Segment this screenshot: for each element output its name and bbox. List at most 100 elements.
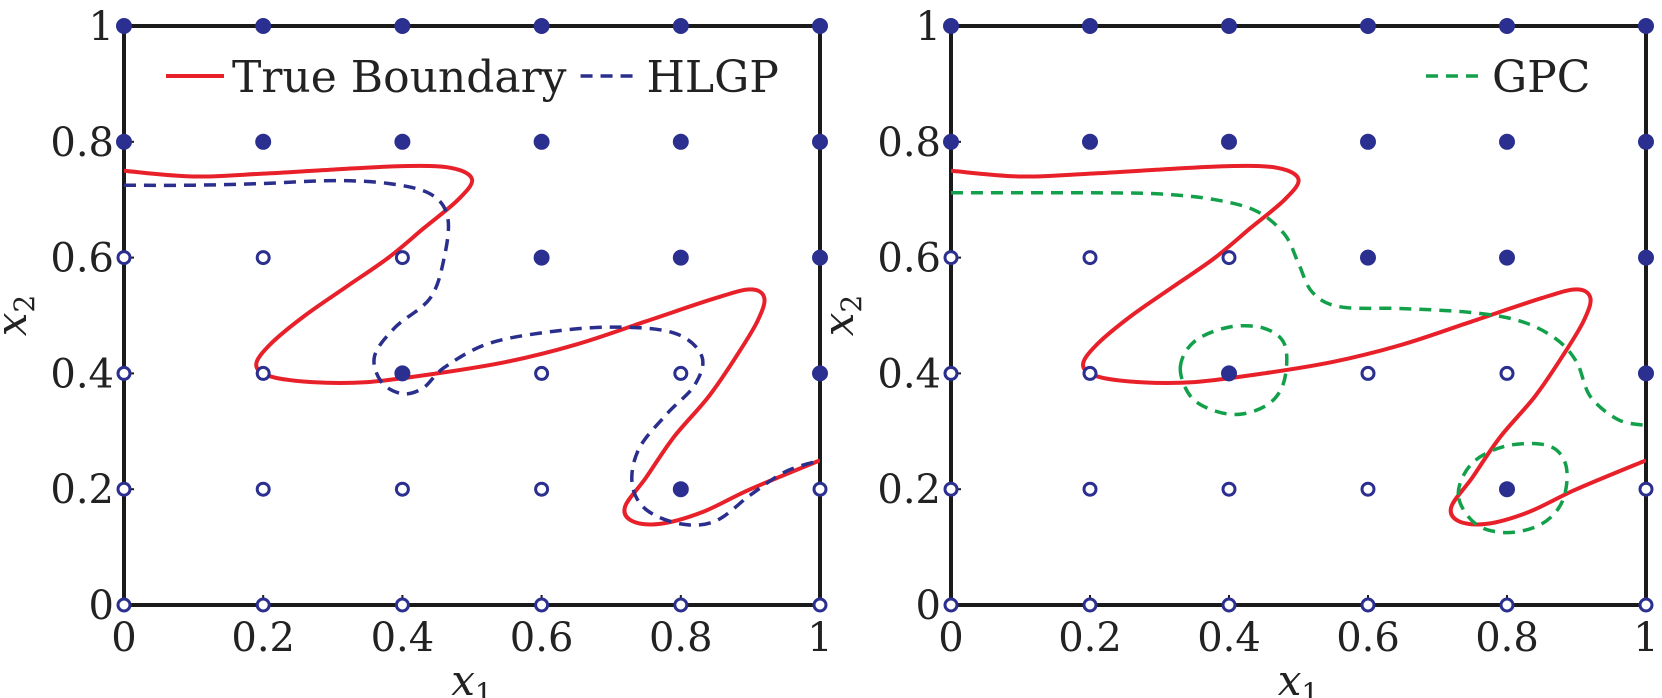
grid-point-filled (812, 249, 828, 266)
grid-point-filled (1638, 365, 1654, 382)
plot-frame (949, 24, 1648, 607)
grid-point-filled (1082, 18, 1098, 34)
y-axis-label: x2 (814, 295, 868, 337)
grid-point-filled (1360, 18, 1376, 34)
grid-point-filled (255, 18, 272, 34)
x-tick-label: 0.6 (1336, 615, 1400, 661)
grid-point-hollow (1082, 365, 1098, 381)
y-tick-label: 0 (916, 583, 941, 629)
legend-label-hlgp: HLGP (647, 52, 779, 103)
grid-point-filled (1360, 133, 1376, 150)
grid-point-hollow (534, 365, 550, 381)
y-tick-label: 0.8 (50, 120, 114, 166)
grid-point-filled (1638, 249, 1654, 266)
x-tick-label: 0.6 (510, 615, 574, 661)
grid-point-hollow (1360, 597, 1376, 613)
grid-point-filled (1221, 18, 1237, 34)
series-line-curve-3 (1456, 441, 1569, 535)
grid-point-filled (1221, 133, 1237, 150)
grid-point-filled (1499, 249, 1515, 266)
grid-point-hollow (673, 365, 689, 381)
x-tick-label: 0.2 (1058, 615, 1122, 661)
y-tick-label: 0 (89, 583, 114, 629)
grid-point-hollow (1360, 481, 1376, 497)
grid-point-hollow (943, 481, 959, 497)
x-tick-label: 0.2 (231, 615, 295, 661)
grid-point-filled (672, 133, 689, 150)
grid-point-hollow (1082, 481, 1098, 497)
x-tick-label: 0.4 (371, 615, 435, 661)
grid-point-hollow (1221, 481, 1237, 497)
grid-point-filled (812, 18, 828, 34)
grid-point-filled (1082, 133, 1098, 150)
grid-point-hollow (534, 597, 550, 613)
x-tick-label: 0.8 (649, 615, 713, 661)
grid-point-hollow (812, 481, 828, 497)
series-line-gpc (951, 190, 1646, 428)
grid-point-hollow (1360, 365, 1376, 381)
grid-point-filled (394, 365, 411, 382)
y-axis-label: x2 (0, 295, 41, 337)
grid-point-hollow (534, 481, 550, 497)
grid-point-hollow (255, 250, 271, 266)
grid-point-hollow (943, 597, 959, 613)
y-tick-label: 0.4 (877, 351, 941, 397)
y-tick-label: 1 (89, 4, 114, 50)
grid-point-filled (1360, 249, 1376, 266)
series-line-curve-2 (1178, 323, 1289, 417)
y-tick-label: 1 (916, 4, 941, 50)
legend-label-gpc: GPC (1492, 52, 1590, 103)
grid-point-filled (1638, 18, 1654, 34)
grid-point-filled (812, 365, 828, 382)
grid-point-filled (672, 249, 689, 266)
grid-point-filled (1499, 18, 1515, 34)
grid-point-filled (394, 133, 411, 150)
grid-point-hollow (116, 250, 132, 266)
series-line-true-boundary (124, 163, 820, 527)
grid-point-hollow (116, 481, 132, 497)
grid-point-filled (672, 481, 689, 498)
grid-point-filled (533, 249, 550, 266)
grid-point-hollow (1221, 250, 1237, 266)
grid-point-filled (1221, 365, 1237, 382)
series-line-curve-0 (951, 163, 1646, 527)
grid-point-hollow (1638, 481, 1654, 497)
grid-point-hollow (255, 597, 271, 613)
grid-point-hollow (812, 597, 828, 613)
grid-point-filled (394, 18, 411, 34)
grid-point-filled (812, 133, 828, 150)
grid-point-filled (116, 18, 132, 34)
x-axis-label: x1 (1278, 656, 1320, 698)
chart-panel-left: 0 0.2 0.4 0.6 0.8 1 0 0.2 0.4 0.6 0.8 1 x1 x2 True Bou… (0, 4, 833, 698)
y-tick-label: 0.8 (877, 120, 941, 166)
grid-point-filled (255, 133, 272, 150)
grid-point-hollow (1082, 597, 1098, 613)
y-tick-label: 0.6 (877, 236, 941, 282)
y-tick-label: 0.2 (50, 467, 114, 513)
grid-point-hollow (394, 250, 410, 266)
legend-label-true-boundary: True Boundary (232, 52, 567, 103)
grid-point-hollow (1221, 597, 1237, 613)
y-tick-label: 0.2 (877, 467, 941, 513)
grid-point-hollow (1499, 365, 1515, 381)
grid-point-hollow (673, 597, 689, 613)
grid-point-filled (533, 133, 550, 150)
x-tick-label: 1 (1633, 615, 1658, 661)
grid-point-filled (943, 133, 959, 150)
grid-point-filled (533, 18, 550, 34)
grid-point-hollow (116, 365, 132, 381)
grid-point-hollow (116, 597, 132, 613)
grid-point-hollow (394, 481, 410, 497)
x-axis-label: x1 (451, 656, 493, 698)
x-tick-label: 0.8 (1475, 615, 1539, 661)
grid-point-hollow (943, 365, 959, 381)
y-tick-label: 0.4 (50, 351, 114, 397)
x-tick-label: 0 (938, 615, 963, 661)
grid-point-filled (943, 18, 959, 34)
x-tick-label: 0.4 (1197, 615, 1261, 661)
grid-point-filled (116, 133, 132, 150)
grid-point-hollow (394, 597, 410, 613)
grid-point-hollow (1082, 250, 1098, 266)
grid-point-filled (1499, 133, 1515, 150)
